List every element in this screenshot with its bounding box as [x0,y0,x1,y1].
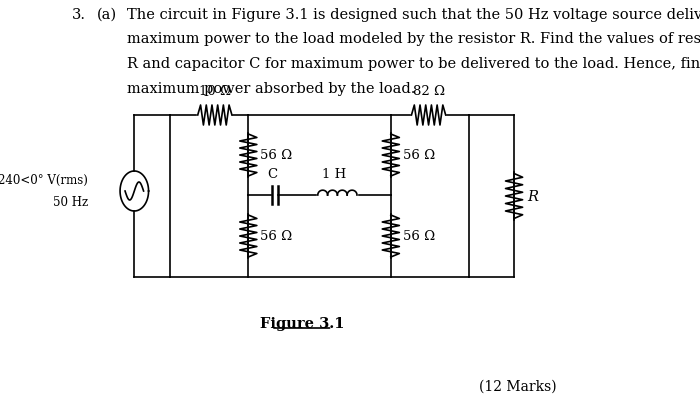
Text: (a): (a) [97,8,117,22]
Text: Figure 3.1: Figure 3.1 [260,316,344,330]
Text: R and capacitor C for maximum power to be delivered to the load. Hence, find the: R and capacitor C for maximum power to b… [127,57,700,71]
Text: 56 Ω: 56 Ω [403,149,435,162]
Text: (12 Marks): (12 Marks) [480,379,556,393]
Text: maximum power to the load modeled by the resistor R. Find the values of resistor: maximum power to the load modeled by the… [127,32,700,47]
Text: 50 Hz: 50 Hz [53,196,88,209]
Text: 3.: 3. [72,8,86,22]
Text: R: R [528,190,538,203]
Text: 56 Ω: 56 Ω [260,230,293,243]
Text: 1 H: 1 H [323,168,346,181]
Text: 10 Ω: 10 Ω [199,85,231,98]
Text: 82 Ω: 82 Ω [412,85,444,98]
Text: The circuit in Figure 3.1 is designed such that the 50 Hz voltage source deliver: The circuit in Figure 3.1 is designed su… [127,8,700,22]
Text: C: C [267,168,277,181]
Text: 56 Ω: 56 Ω [403,230,435,243]
Text: 240<0° V(rms): 240<0° V(rms) [0,173,88,186]
Text: 56 Ω: 56 Ω [260,149,293,162]
Text: maximum power absorbed by the load.: maximum power absorbed by the load. [127,81,416,95]
